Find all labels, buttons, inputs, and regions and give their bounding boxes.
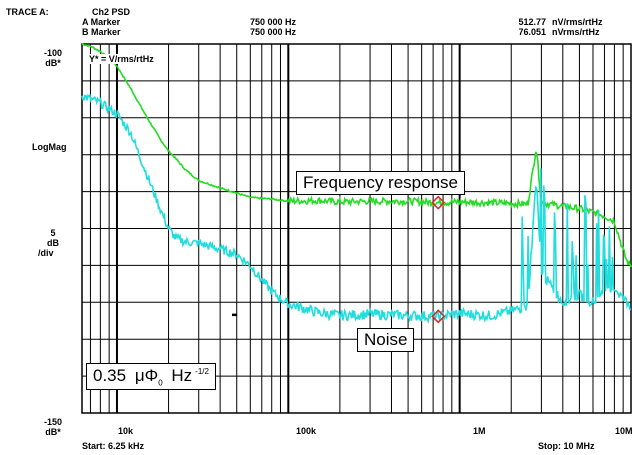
b-marker-value: 76.051 (518, 27, 546, 37)
y-top-unit: dB* (45, 58, 61, 68)
x-tick-10M: 10M (615, 426, 632, 436)
a-marker-value: 512.77 (518, 17, 546, 27)
freq-response-label: Frequency response (296, 171, 465, 195)
y-bottom-value: -150 (43, 417, 62, 427)
noise-level-unit: μΦ (134, 366, 159, 385)
a-marker-freq: 750 000 Hz (250, 17, 297, 27)
noise-label: Noise (357, 328, 415, 352)
noise-level-label: 0.35 μΦ0 Hz -1/2 (86, 363, 216, 391)
chart-series (81, 43, 632, 324)
x-stop-label: Stop: 10 MHz (538, 441, 595, 451)
noise-level-exp: -1/2 (195, 367, 209, 377)
noise-level-hz: Hz (171, 366, 193, 385)
marker-b (431, 309, 446, 324)
marker-a (431, 195, 446, 210)
chart-grid (81, 43, 632, 414)
y-scale-unit1: dB (47, 238, 59, 248)
x-tick-10k: 10k (118, 426, 134, 436)
y-top-value: -100 (43, 48, 62, 58)
noise-level-sub: 0 (158, 378, 163, 388)
noise-level-number: 0.35 (93, 366, 127, 385)
a-marker-unit: nV/rms/rtHz (552, 17, 603, 27)
freq-response-trace (81, 43, 632, 268)
chart-markers (431, 195, 446, 324)
y-mode-label: LogMag (32, 142, 67, 152)
y-bottom-unit: dB* (45, 427, 61, 437)
trace-name: Ch2 PSD (92, 7, 131, 17)
y-scale-value: 5 (50, 228, 56, 238)
b-marker-label: B Marker (82, 27, 121, 37)
noise-trace (81, 93, 632, 324)
trace-label: TRACE A: (6, 7, 49, 17)
y-scale-unit2: /div (38, 248, 54, 258)
b-marker-freq: 750 000 Hz (250, 27, 297, 37)
y-star-label: Y* = V/rms/rtHz (88, 54, 155, 64)
x-tick-1M: 1M (473, 426, 486, 436)
x-start-label: Start: 6.25 kHz (82, 441, 145, 451)
b-marker-unit: nVrms/rtHz (552, 27, 600, 37)
x-tick-100k: 100k (296, 426, 317, 436)
a-marker-label: A Marker (82, 17, 121, 27)
